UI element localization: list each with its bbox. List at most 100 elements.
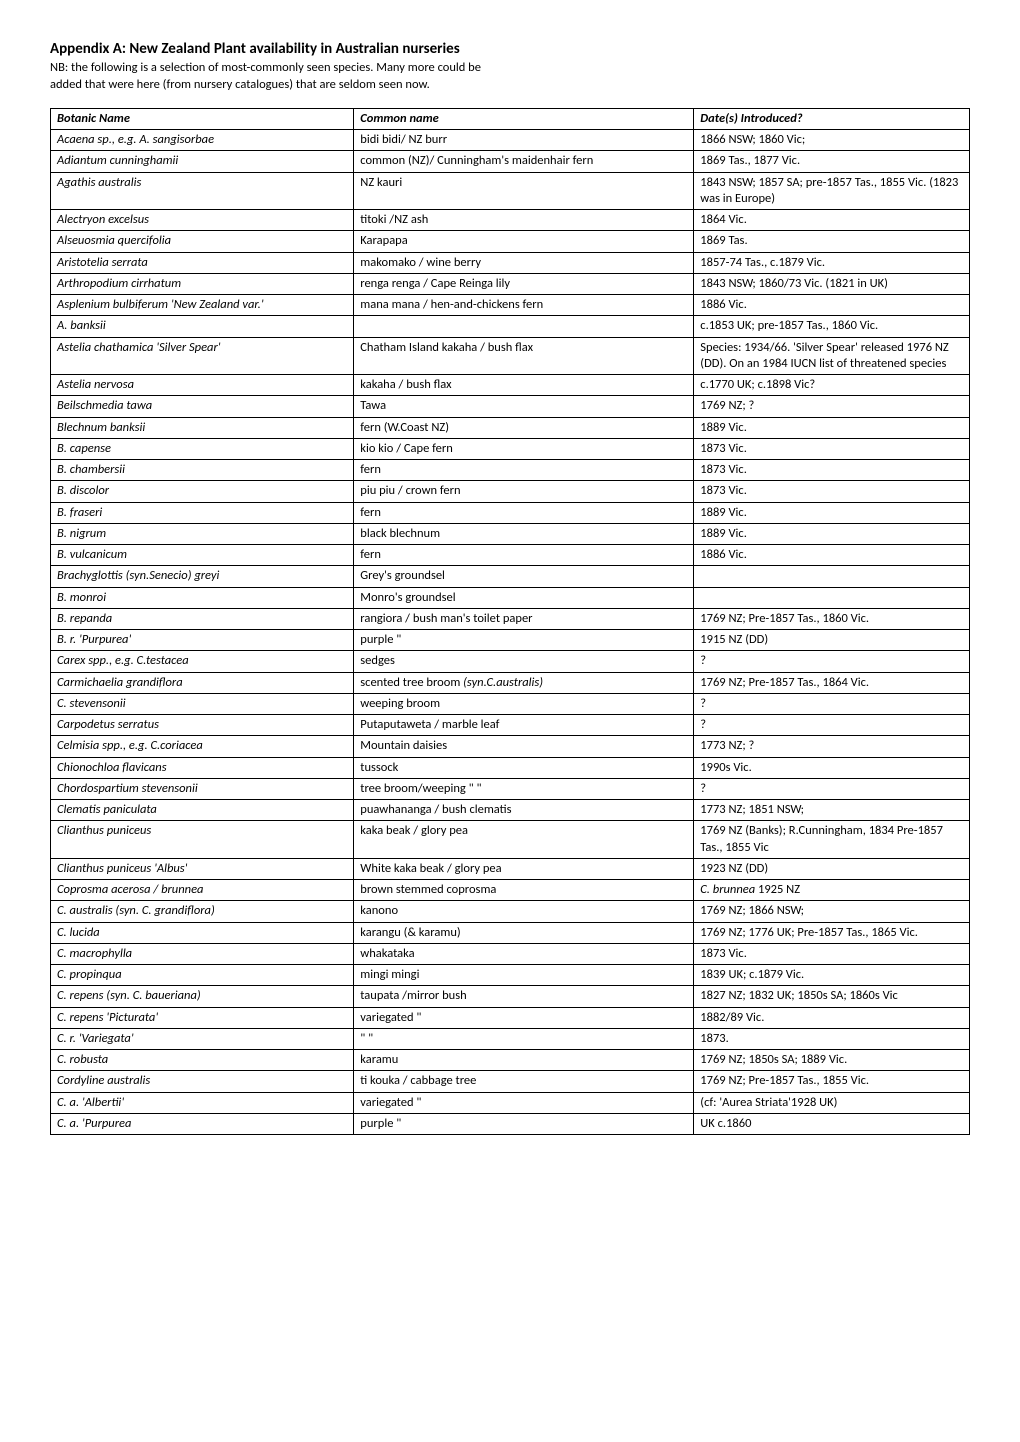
cell-botanic: C. r. 'Variegata' <box>51 1028 354 1049</box>
cell-botanic: C. macrophylla <box>51 943 354 964</box>
table-row: Clematis paniculatapuawhananga / bush cl… <box>51 800 970 821</box>
cell-dates: 1873 Vic. <box>694 481 970 502</box>
table-row: B. vulcanicumfern1886 Vic. <box>51 545 970 566</box>
cell-dates: 1769 NZ; Pre-1857 Tas., 1860 Vic. <box>694 608 970 629</box>
cell-common: Grey's groundsel <box>354 566 694 587</box>
cell-dates <box>694 587 970 608</box>
cell-dates: 1886 Vic. <box>694 295 970 316</box>
cell-dates: 1866 NSW; 1860 Vic; <box>694 130 970 151</box>
cell-dates: 1843 NSW; 1860/73 Vic. (1821 in UK) <box>694 273 970 294</box>
cell-dates: 1773 NZ; 1851 NSW; <box>694 800 970 821</box>
cell-botanic: Acaena sp., e.g. A. sangisorbae <box>51 130 354 151</box>
cell-dates: 1827 NZ; 1832 UK; 1850s SA; 1860s Vic <box>694 986 970 1007</box>
cell-common: purple " <box>354 630 694 651</box>
cell-common: kakaha / bush flax <box>354 375 694 396</box>
cell-common: Mountain daisies <box>354 736 694 757</box>
cell-common: Tawa <box>354 396 694 417</box>
cell-botanic: Astelia nervosa <box>51 375 354 396</box>
cell-dates: 1886 Vic. <box>694 545 970 566</box>
cell-botanic: C. lucida <box>51 922 354 943</box>
table-row: C. repens 'Picturata'variegated "1882/89… <box>51 1007 970 1028</box>
cell-botanic: B. nigrum <box>51 523 354 544</box>
cell-botanic: C. australis (syn. C. grandiflora) <box>51 901 354 922</box>
cell-common: whakataka <box>354 943 694 964</box>
cell-botanic: Astelia chathamica 'Silver Spear' <box>51 337 354 375</box>
cell-botanic: C. robusta <box>51 1050 354 1071</box>
cell-botanic: B. monroi <box>51 587 354 608</box>
column-header-dates: Date(s) Introduced? <box>694 108 970 129</box>
subtitle-line-2: added that were here (from nursery catal… <box>50 77 430 92</box>
cell-dates: 1839 UK; c.1879 Vic. <box>694 965 970 986</box>
cell-dates: 1769 NZ; Pre-1857 Tas., 1864 Vic. <box>694 672 970 693</box>
table-row: Carmichaelia grandiflorascented tree bro… <box>51 672 970 693</box>
cell-botanic: Chionochloa flavicans <box>51 757 354 778</box>
table-row: C. robustakaramu1769 NZ; 1850s SA; 1889 … <box>51 1050 970 1071</box>
cell-common: puawhananga / bush clematis <box>354 800 694 821</box>
table-row: B. r. 'Purpurea'purple "1915 NZ (DD) <box>51 630 970 651</box>
table-row: Carpodetus serratusPutaputaweta / marble… <box>51 715 970 736</box>
cell-botanic: Clematis paniculata <box>51 800 354 821</box>
table-row: Arthropodium cirrhatumrenga renga / Cape… <box>51 273 970 294</box>
cell-dates <box>694 566 970 587</box>
cell-dates: 1769 NZ (Banks); R.Cunningham, 1834 Pre-… <box>694 821 970 859</box>
cell-common <box>354 316 694 337</box>
cell-common: piu piu / crown fern <box>354 481 694 502</box>
cell-botanic: Alseuosmia quercifolia <box>51 231 354 252</box>
cell-common: Putaputaweta / marble leaf <box>354 715 694 736</box>
cell-common: kanono <box>354 901 694 922</box>
cell-botanic: Carex spp., e.g. C.testacea <box>51 651 354 672</box>
cell-dates: C. brunnea 1925 NZ <box>694 880 970 901</box>
cell-dates: ? <box>694 651 970 672</box>
table-row: C. macrophyllawhakataka1873 Vic. <box>51 943 970 964</box>
table-row: Coprosma acerosa / brunneabrown stemmed … <box>51 880 970 901</box>
table-row: Cordyline australisti kouka / cabbage tr… <box>51 1071 970 1092</box>
cell-botanic: Aristotelia serrata <box>51 252 354 273</box>
cell-dates: 1873 Vic. <box>694 438 970 459</box>
cell-dates: c.1853 UK; pre-1857 Tas., 1860 Vic. <box>694 316 970 337</box>
table-row: Carex spp., e.g. C.testaceasedges? <box>51 651 970 672</box>
cell-dates: 1882/89 Vic. <box>694 1007 970 1028</box>
table-body: Acaena sp., e.g. A. sangisorbaebidi bidi… <box>51 130 970 1135</box>
cell-common: fern <box>354 545 694 566</box>
table-row: Astelia chathamica 'Silver Spear'Chatham… <box>51 337 970 375</box>
table-row: Acaena sp., e.g. A. sangisorbaebidi bidi… <box>51 130 970 151</box>
table-row: Alectryon excelsustitoki /NZ ash1864 Vic… <box>51 210 970 231</box>
cell-common: kio kio / Cape fern <box>354 438 694 459</box>
cell-common: brown stemmed coprosma <box>354 880 694 901</box>
cell-common: fern <box>354 460 694 481</box>
cell-common: variegated " <box>354 1007 694 1028</box>
cell-common: weeping broom <box>354 693 694 714</box>
table-row: C. repens (syn. C. baueriana)taupata /mi… <box>51 986 970 1007</box>
table-row: C. lucidakarangu (& karamu)1769 NZ; 1776… <box>51 922 970 943</box>
cell-botanic: Coprosma acerosa / brunnea <box>51 880 354 901</box>
cell-botanic: A. banksii <box>51 316 354 337</box>
cell-dates: 1889 Vic. <box>694 417 970 438</box>
cell-botanic: Arthropodium cirrhatum <box>51 273 354 294</box>
cell-botanic: Alectryon excelsus <box>51 210 354 231</box>
cell-botanic: B. capense <box>51 438 354 459</box>
cell-common: White kaka beak / glory pea <box>354 858 694 879</box>
table-row: Astelia nervosakakaha / bush flaxc.1770 … <box>51 375 970 396</box>
cell-dates: 1857-74 Tas., c.1879 Vic. <box>694 252 970 273</box>
cell-dates: (cf: 'Aurea Striata'1928 UK) <box>694 1092 970 1113</box>
cell-botanic: C. repens 'Picturata' <box>51 1007 354 1028</box>
cell-dates: 1769 NZ; 1850s SA; 1889 Vic. <box>694 1050 970 1071</box>
table-row: Agathis australisNZ kauri1843 NSW; 1857 … <box>51 172 970 210</box>
cell-common: Monro's groundsel <box>354 587 694 608</box>
cell-common: NZ kauri <box>354 172 694 210</box>
cell-botanic: C. stevensonii <box>51 693 354 714</box>
cell-botanic: B. fraseri <box>51 502 354 523</box>
table-row: B. monroiMonro's groundsel <box>51 587 970 608</box>
cell-common: kaka beak / glory pea <box>354 821 694 859</box>
cell-dates: c.1770 UK; c.1898 Vic? <box>694 375 970 396</box>
cell-botanic: B. discolor <box>51 481 354 502</box>
cell-botanic: Asplenium bulbiferum 'New Zealand var.' <box>51 295 354 316</box>
cell-common: tree broom/weeping " " <box>354 778 694 799</box>
cell-dates: 1915 NZ (DD) <box>694 630 970 651</box>
table-row: Blechnum banksiifern (W.Coast NZ)1889 Vi… <box>51 417 970 438</box>
table-row: Celmisia spp., e.g. C.coriaceaMountain d… <box>51 736 970 757</box>
cell-dates: 1873. <box>694 1028 970 1049</box>
cell-common: Chatham Island kakaha / bush flax <box>354 337 694 375</box>
table-row: C. australis (syn. C. grandiflora)kanono… <box>51 901 970 922</box>
cell-dates: 1769 NZ; Pre-1857 Tas., 1855 Vic. <box>694 1071 970 1092</box>
